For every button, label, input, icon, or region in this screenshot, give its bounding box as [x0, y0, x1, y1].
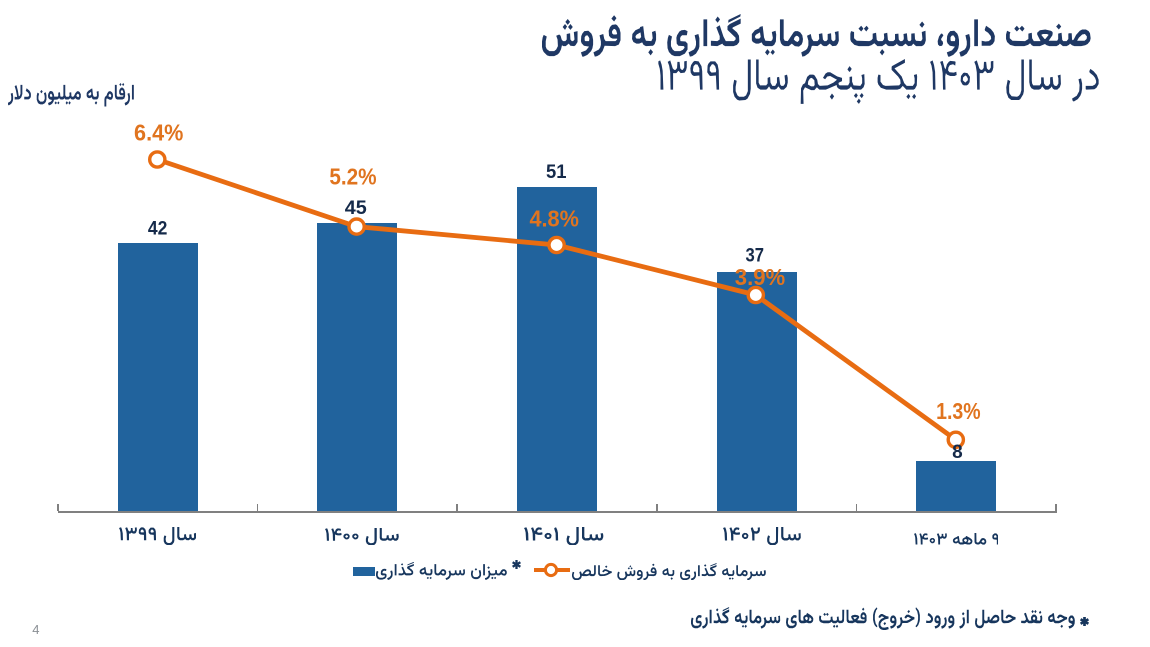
- svg-text:8: 8: [952, 442, 963, 463]
- svg-text:1.3%: 1.3%: [936, 398, 981, 424]
- svg-text:51: 51: [546, 162, 567, 183]
- svg-text:5.2%: 5.2%: [329, 163, 376, 189]
- svg-text:42: 42: [148, 219, 168, 240]
- svg-text:4.8%: 4.8%: [529, 206, 579, 232]
- svg-text:45: 45: [345, 198, 367, 219]
- svg-text:3.9%: 3.9%: [735, 264, 786, 290]
- svg-text:6.4%: 6.4%: [134, 119, 183, 145]
- svg-text:37: 37: [746, 245, 765, 266]
